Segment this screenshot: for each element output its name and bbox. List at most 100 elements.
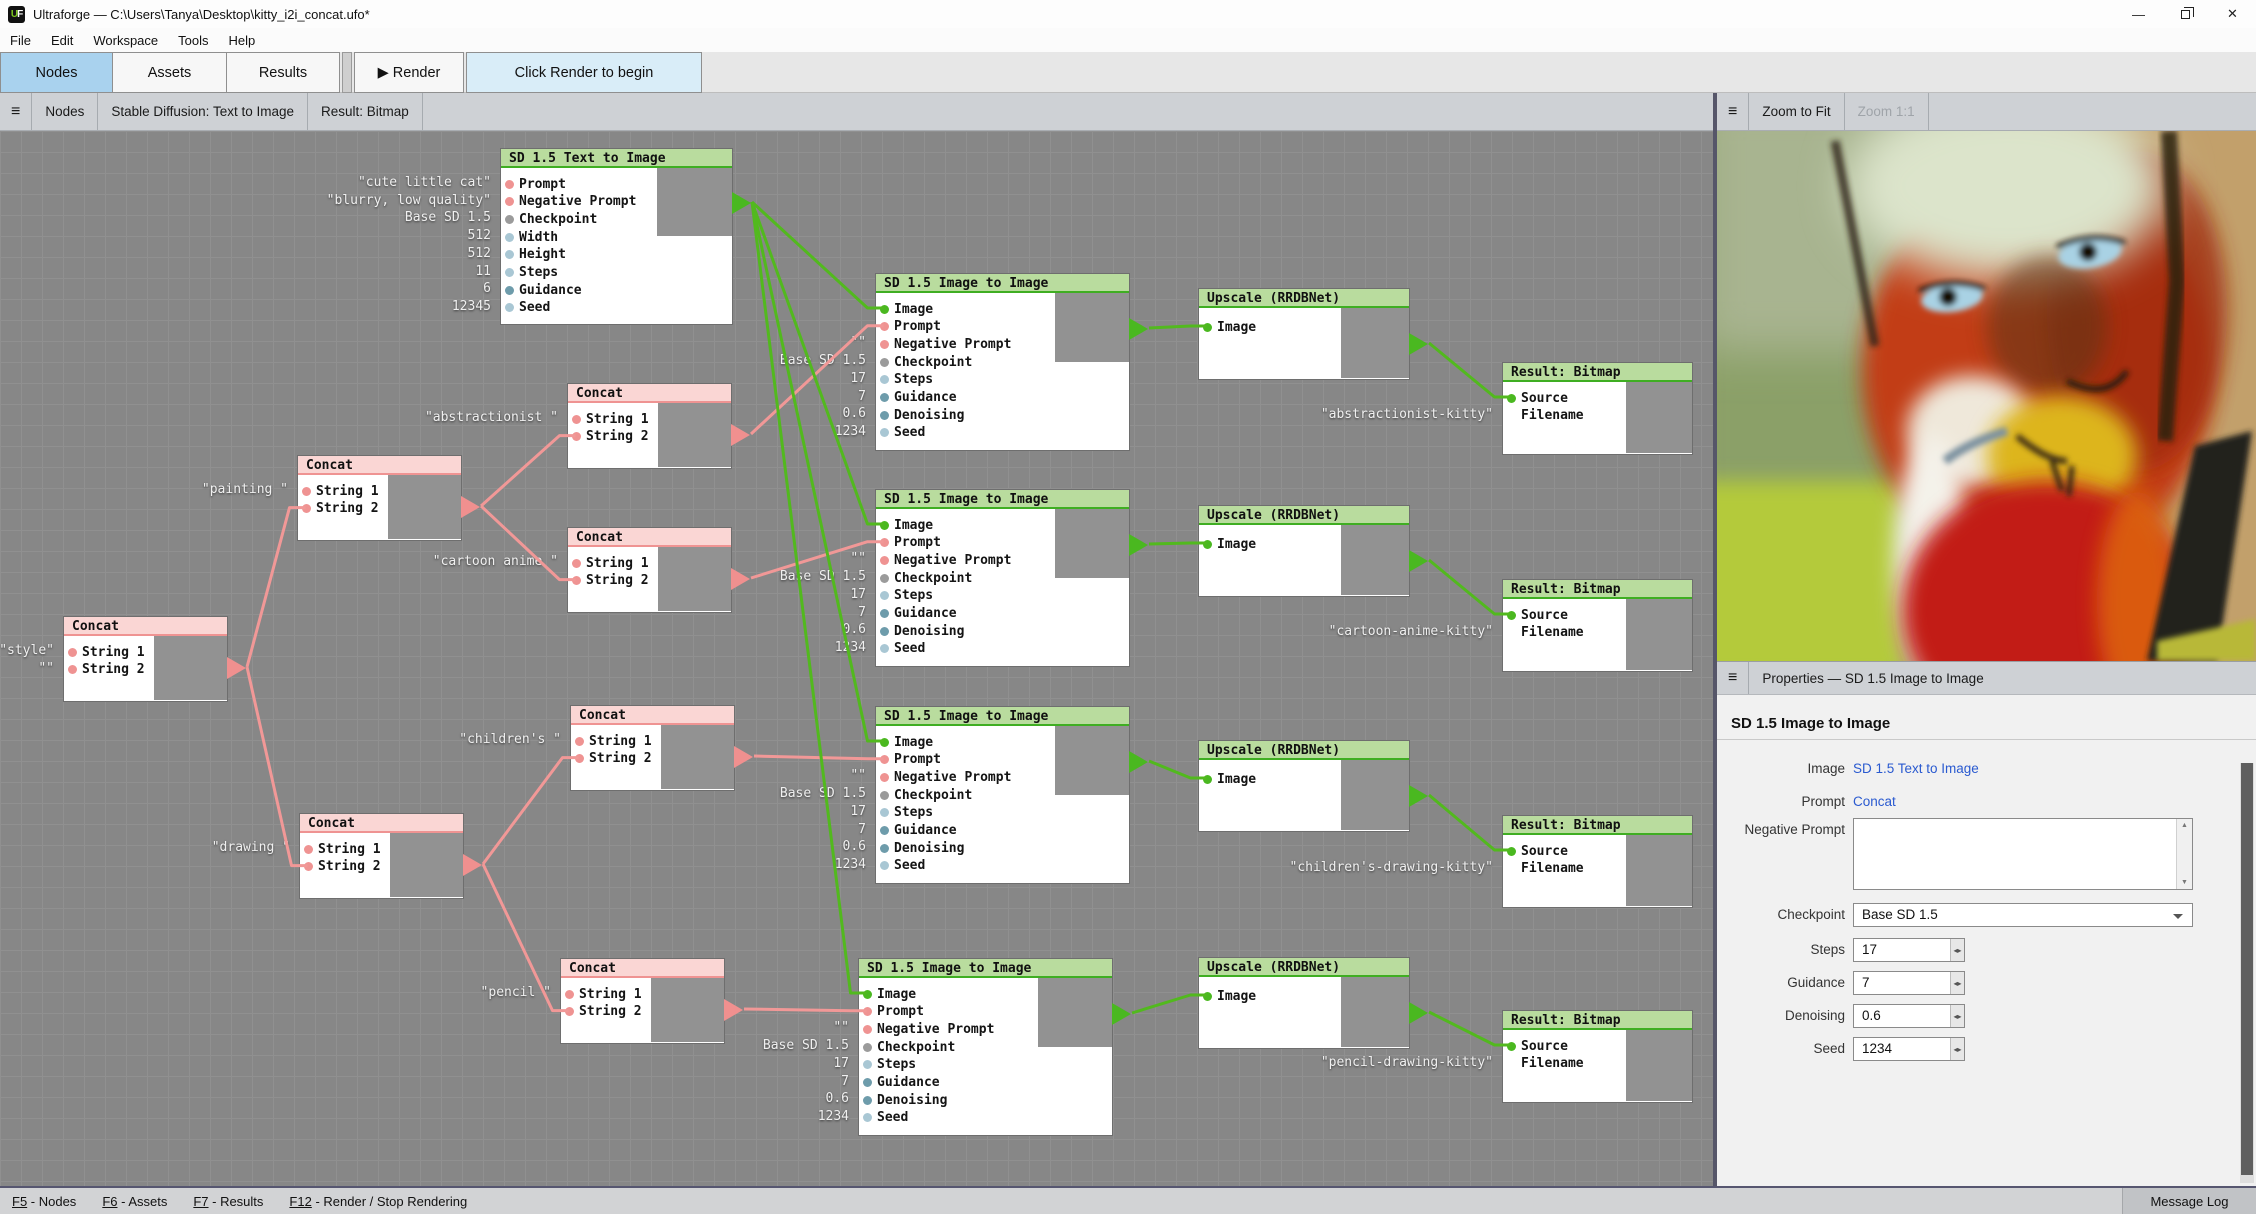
node-t2i[interactable]: SD 1.5 Text to Image Prompt Negative Promp… <box>500 148 751 325</box>
port-dot-icon[interactable] <box>880 410 889 420</box>
port-dot-icon[interactable] <box>505 250 514 260</box>
node-res3[interactable]: Result: Bitmap Source Filename <box>1502 815 1693 908</box>
port-dot-icon[interactable] <box>572 414 581 424</box>
node-up3[interactable]: Upscale (RRDBNet) Image <box>1198 740 1428 832</box>
node-output-connector-icon[interactable] <box>731 568 750 590</box>
port-dot-icon[interactable] <box>863 1095 872 1105</box>
toolbar-breadcrumb-result[interactable]: Result: Bitmap <box>308 93 423 130</box>
zoom-to-fit-button[interactable]: Zoom to Fit <box>1749 93 1845 130</box>
node-output-connector-icon[interactable] <box>732 192 751 214</box>
node-output-connector-icon[interactable] <box>724 999 743 1021</box>
node-c_drawing[interactable]: Concat String 1 String 2 <box>299 813 482 899</box>
port-dot-icon[interactable] <box>505 232 514 242</box>
panel-divider[interactable] <box>1713 93 1717 1186</box>
port-dot-icon[interactable] <box>304 844 313 854</box>
node-output-connector-icon[interactable] <box>1129 534 1148 556</box>
port-dot-icon[interactable] <box>880 538 889 548</box>
port-dot-icon[interactable] <box>1203 774 1212 784</box>
guidance-input[interactable]: 7 ◂▸ <box>1853 971 1965 995</box>
denoising-input[interactable]: 0.6 ◂▸ <box>1853 1004 1965 1028</box>
port-dot-icon[interactable] <box>304 862 313 872</box>
node-c_abstract[interactable]: Concat String 1 String 2 <box>567 383 750 469</box>
port-dot-icon[interactable] <box>863 1078 872 1087</box>
node-output-connector-icon[interactable] <box>227 657 246 679</box>
node-res1[interactable]: Result: Bitmap Source Filename <box>1502 362 1693 455</box>
port-dot-icon[interactable] <box>880 393 889 402</box>
node-graph-canvas[interactable]: "cute little cat" "blurry, low quality" Ba… <box>0 131 1713 1186</box>
menu-tools[interactable]: Tools <box>178 32 209 48</box>
checkpoint-select[interactable]: Base SD 1.5 <box>1853 903 2193 927</box>
port-dot-icon[interactable] <box>880 555 889 565</box>
menu-file[interactable]: File <box>10 32 31 48</box>
zoom-1-1-button[interactable]: Zoom 1:1 <box>1845 93 1929 130</box>
port-dot-icon[interactable] <box>880 339 889 349</box>
node-i2i1[interactable]: SD 1.5 Image to Image Image Prompt Negative… <box>875 273 1148 451</box>
port-dot-icon[interactable] <box>863 1113 872 1123</box>
port-dot-icon[interactable] <box>863 1007 872 1017</box>
port-dot-icon[interactable] <box>565 989 574 999</box>
node-output-connector-icon[interactable] <box>1409 550 1428 572</box>
port-dot-icon[interactable] <box>1507 610 1516 620</box>
port-dot-icon[interactable] <box>505 268 514 277</box>
textarea-scrollbar[interactable]: ▲ ▼ <box>2176 819 2192 889</box>
port-dot-icon[interactable] <box>572 576 581 586</box>
port-dot-icon[interactable] <box>505 303 514 313</box>
port-dot-icon[interactable] <box>863 1024 872 1034</box>
scroll-down-icon[interactable]: ▼ <box>2181 879 2188 886</box>
node-output-connector-icon[interactable] <box>1409 1002 1428 1024</box>
spinner-icon[interactable]: ◂▸ <box>1950 1005 1964 1027</box>
spinner-icon[interactable]: ◂▸ <box>1950 972 1964 994</box>
port-dot-icon[interactable] <box>1203 322 1212 332</box>
scroll-up-icon[interactable]: ▲ <box>2181 822 2188 829</box>
node-c_children[interactable]: Concat String 1 String 2 <box>570 705 753 791</box>
prop-link-prompt[interactable]: Concat <box>1853 794 1896 809</box>
menu-workspace[interactable]: Workspace <box>93 32 159 48</box>
node-up1[interactable]: Upscale (RRDBNet) Image <box>1198 288 1428 380</box>
port-dot-icon[interactable] <box>505 197 514 207</box>
tab-assets[interactable]: Assets <box>112 52 227 93</box>
port-dot-icon[interactable] <box>880 772 889 782</box>
port-dot-icon[interactable] <box>505 179 514 189</box>
toolbar-breadcrumb-nodes[interactable]: Nodes <box>32 93 99 130</box>
node-c_cartoon[interactable]: Concat String 1 String 2 <box>567 527 750 613</box>
node-output-connector-icon[interactable] <box>1409 333 1428 355</box>
port-dot-icon[interactable] <box>880 591 889 601</box>
minimize-button[interactable]: — <box>2132 6 2145 22</box>
menu-help[interactable]: Help <box>228 32 256 48</box>
node-output-connector-icon[interactable] <box>731 424 750 446</box>
node-output-connector-icon[interactable] <box>1409 785 1428 807</box>
scrollbar-thumb[interactable] <box>2241 763 2253 1175</box>
port-dot-icon[interactable] <box>68 647 77 657</box>
port-dot-icon[interactable] <box>880 644 889 654</box>
node-output-connector-icon[interactable] <box>734 746 753 768</box>
port-dot-icon[interactable] <box>863 1042 872 1052</box>
port-dot-icon[interactable] <box>880 304 889 314</box>
port-dot-icon[interactable] <box>575 754 584 764</box>
port-dot-icon[interactable] <box>880 790 889 800</box>
port-dot-icon[interactable] <box>302 504 311 514</box>
port-dot-icon[interactable] <box>880 737 889 747</box>
port-dot-icon[interactable] <box>880 357 889 367</box>
node-i2i4[interactable]: SD 1.5 Image to Image Image Prompt Negative… <box>858 958 1131 1136</box>
close-button[interactable]: ✕ <box>2227 6 2238 21</box>
steps-input[interactable]: 17 ◂▸ <box>1853 938 1965 962</box>
restore-button[interactable] <box>2162 0 2209 28</box>
port-dot-icon[interactable] <box>863 989 872 999</box>
tab-results[interactable]: Results <box>226 52 340 93</box>
port-dot-icon[interactable] <box>880 808 889 818</box>
port-dot-icon[interactable] <box>880 322 889 332</box>
node-output-connector-icon[interactable] <box>1129 318 1148 340</box>
preview-toolbar-menu-icon[interactable]: ≡ <box>1717 93 1750 130</box>
port-dot-icon[interactable] <box>575 736 584 746</box>
port-dot-icon[interactable] <box>880 375 889 385</box>
node-i2i2[interactable]: SD 1.5 Image to Image Image Prompt Negative… <box>875 489 1148 667</box>
node-up2[interactable]: Upscale (RRDBNet) Image <box>1198 505 1428 597</box>
node-output-connector-icon[interactable] <box>1129 751 1148 773</box>
spinner-icon[interactable]: ◂▸ <box>1950 939 1964 961</box>
port-dot-icon[interactable] <box>880 573 889 583</box>
node-res4[interactable]: Result: Bitmap Source Filename <box>1502 1010 1693 1103</box>
port-dot-icon[interactable] <box>505 214 514 224</box>
seed-input[interactable]: 1234 ◂▸ <box>1853 1037 1965 1061</box>
port-dot-icon[interactable] <box>863 1060 872 1070</box>
node-c_style[interactable]: Concat String 1 String 2 <box>63 616 246 702</box>
